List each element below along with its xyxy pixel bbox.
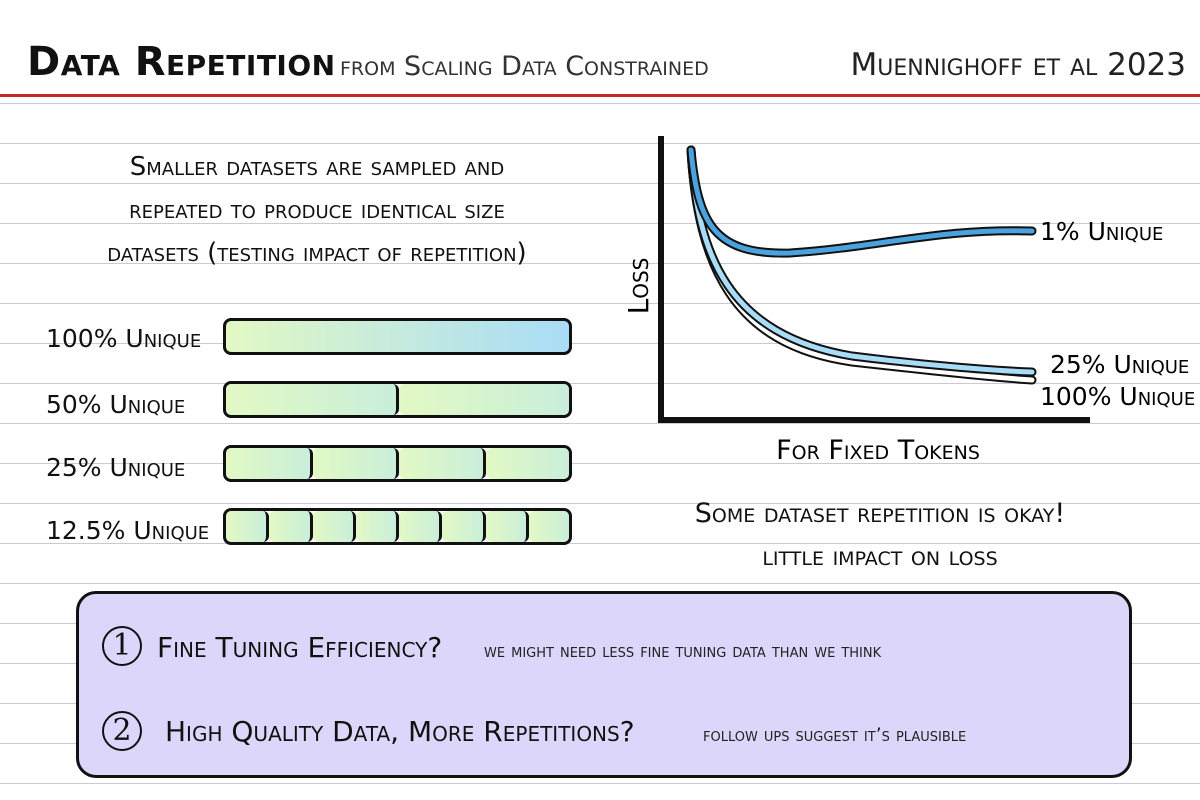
line-100-unique-outline [686, 145, 1037, 385]
header: Data Repetition from Scaling Data Constr… [0, 0, 1200, 97]
number-1-icon: 1 [102, 626, 142, 666]
bar-segment [528, 511, 569, 542]
y-axis-label: Loss [622, 258, 655, 315]
bar-segment [485, 448, 569, 479]
loss-chart: 1% Unique 25% Unique 100% Unique Loss Fo… [622, 136, 1195, 466]
bar-segment [399, 511, 443, 542]
bar-segment [226, 384, 399, 415]
questions-callout: 1 Fine Tuning Efficiency? we might need … [76, 591, 1132, 778]
description-line: Smaller datasets are sampled and [129, 152, 505, 182]
dataset-label-50: 50% Unique [46, 390, 186, 419]
bar-segment [269, 511, 313, 542]
x-axis-label: For Fixed Tokens [776, 435, 980, 466]
question-note: follow ups suggest it’s plausible [703, 724, 967, 746]
page-subtitle: from Scaling Data Constrained [340, 51, 709, 82]
dataset-label-25: 25% Unique [46, 453, 186, 482]
description: Smaller datasets are sampled and repeate… [22, 146, 612, 275]
bar-segment [442, 511, 486, 542]
description-line: datasets (testing impact of repetition) [107, 238, 527, 268]
dataset-label-100: 100% Unique [46, 324, 202, 353]
number-2-icon: 2 [102, 711, 142, 751]
dataset-bar-25 [223, 445, 572, 482]
description-line: repeated to produce identical size [129, 195, 505, 225]
page-title: Data Repetition [27, 39, 336, 85]
bar-segment [312, 448, 399, 479]
bar-segment [355, 511, 399, 542]
conclusion-line: little impact on loss [762, 541, 998, 572]
dataset-bar-12-5 [223, 508, 572, 545]
bar-segment [226, 448, 313, 479]
line-100-unique [688, 147, 1035, 383]
credit: Muennighoff et al 2023 [850, 47, 1186, 83]
bar-segment [485, 511, 529, 542]
line-25-unique-outline [686, 145, 1037, 377]
bar-segment [226, 511, 270, 542]
bar-segment [399, 384, 569, 415]
line-1-unique [688, 147, 1035, 256]
dataset-bar-50 [223, 381, 572, 418]
question-note: we might need less fine tuning data than… [484, 640, 882, 662]
legend-100-unique: 100% Unique [1040, 382, 1195, 411]
bar-segment [312, 511, 356, 542]
line-1-unique-outline [686, 145, 1037, 258]
conclusion-line: Some dataset repetition is okay! [694, 498, 1066, 529]
question-title: Fine Tuning Efficiency? [157, 631, 443, 664]
conclusion: Some dataset repetition is okay! little … [620, 492, 1140, 578]
legend-1-unique: 1% Unique [1040, 217, 1163, 246]
dataset-bar-100 [223, 318, 572, 355]
dataset-label-12-5: 12.5% Unique [46, 516, 210, 545]
question-title: High Quality Data, More Repetitions? [165, 715, 635, 748]
bar-segment [399, 448, 486, 479]
line-25-unique [688, 147, 1035, 375]
legend-25-unique: 25% Unique [1050, 350, 1189, 379]
